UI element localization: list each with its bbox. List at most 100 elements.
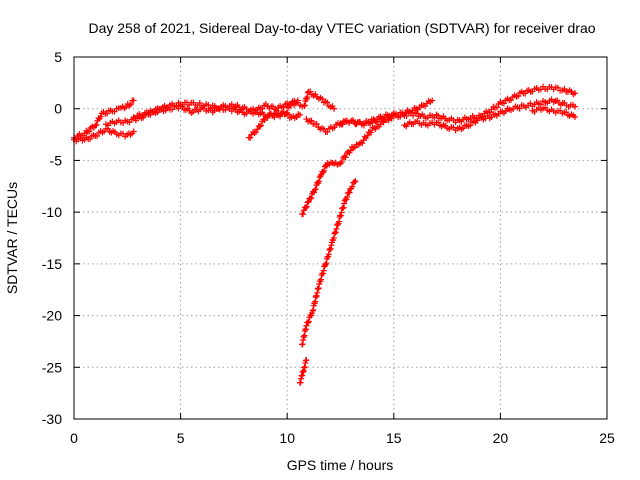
x-tick-label: 20 [493, 430, 509, 446]
data-point [327, 245, 334, 252]
data-point [325, 253, 332, 260]
data-point [331, 105, 338, 112]
data-point [93, 121, 100, 128]
data-point [334, 221, 341, 228]
data-point [86, 136, 93, 143]
data-point [150, 109, 157, 116]
data-point [307, 88, 314, 95]
data-point [94, 133, 101, 140]
data-point [390, 111, 397, 118]
series-track-b [71, 125, 137, 145]
data-point [321, 167, 328, 174]
x-axis-label: GPS time / hours [287, 457, 394, 473]
data-point [338, 209, 345, 216]
data-point [337, 212, 344, 219]
data-point [316, 281, 323, 288]
data-point [488, 114, 495, 121]
data-point [285, 111, 292, 118]
data-point [351, 179, 358, 186]
data-point [563, 109, 570, 116]
data-point [318, 276, 325, 283]
data-point [572, 103, 579, 110]
data-point [328, 242, 335, 249]
data-point [385, 117, 392, 124]
data-point [323, 260, 330, 267]
data-point [97, 113, 104, 120]
series-track-i [401, 96, 579, 134]
data-point [308, 194, 315, 201]
data-point [321, 262, 328, 269]
y-tick-label: -30 [42, 411, 62, 427]
series-track-j [529, 104, 579, 120]
data-point [435, 119, 442, 126]
data-point [349, 183, 356, 190]
data-point [330, 234, 337, 241]
data-point [130, 128, 137, 135]
data-point [364, 132, 371, 139]
data-point [319, 95, 326, 102]
data-point [572, 113, 579, 120]
data-point [127, 101, 134, 108]
y-tick-label: 5 [54, 49, 62, 65]
series-track-k [299, 111, 397, 218]
y-tick-label: -25 [42, 359, 62, 375]
data-point [311, 189, 318, 196]
x-tick-label: 5 [177, 430, 185, 446]
data-point [516, 105, 523, 112]
data-point [250, 110, 257, 117]
data-point [333, 225, 340, 232]
data-point [300, 211, 307, 218]
data-point [325, 251, 332, 258]
series-track-h [337, 83, 579, 129]
data-point [130, 97, 137, 104]
y-tick-label: -15 [42, 256, 62, 272]
data-point [320, 267, 327, 274]
data-point [572, 90, 579, 97]
y-axis-label: SDTVAR / TECUs [4, 182, 20, 294]
data-point [303, 322, 310, 329]
series-track-f [284, 88, 338, 112]
data-point [304, 199, 311, 206]
data-point [311, 186, 318, 193]
x-tick-label: 0 [70, 430, 78, 446]
data-point [312, 186, 319, 193]
data-point [304, 319, 311, 326]
data-point [431, 114, 438, 121]
data-point [331, 230, 338, 237]
data-point [302, 204, 309, 211]
y-tick-label: -10 [42, 204, 62, 220]
plot-frame [73, 56, 608, 420]
chart-title: Day 258 of 2021, Sidereal Day-to-day VTE… [88, 20, 595, 36]
data-point [429, 97, 436, 104]
data-point [313, 120, 320, 127]
series-track-m [296, 357, 310, 386]
data-point [247, 134, 254, 141]
data-point [467, 122, 474, 129]
data-point [304, 94, 311, 101]
data-point [359, 140, 366, 147]
data-point [324, 128, 331, 135]
series-track-l [299, 178, 359, 348]
data-point [344, 194, 351, 201]
data-point [307, 195, 314, 202]
x-tick-label: 25 [599, 430, 615, 446]
data-point [493, 104, 500, 111]
data-point [341, 153, 348, 160]
data-point [303, 203, 310, 210]
data-point [303, 357, 310, 364]
y-tick-label: 0 [54, 101, 62, 117]
data-point [332, 229, 339, 236]
data-point [218, 103, 225, 110]
data-point [537, 101, 544, 108]
data-point [308, 117, 315, 124]
data-point [320, 270, 327, 277]
data-point [258, 122, 265, 129]
data-point [305, 318, 312, 325]
data-point [338, 158, 345, 165]
data-points [71, 83, 579, 386]
y-tick-label: -20 [42, 308, 62, 324]
data-point [352, 178, 359, 185]
data-point [256, 123, 263, 130]
data-point [296, 111, 303, 118]
